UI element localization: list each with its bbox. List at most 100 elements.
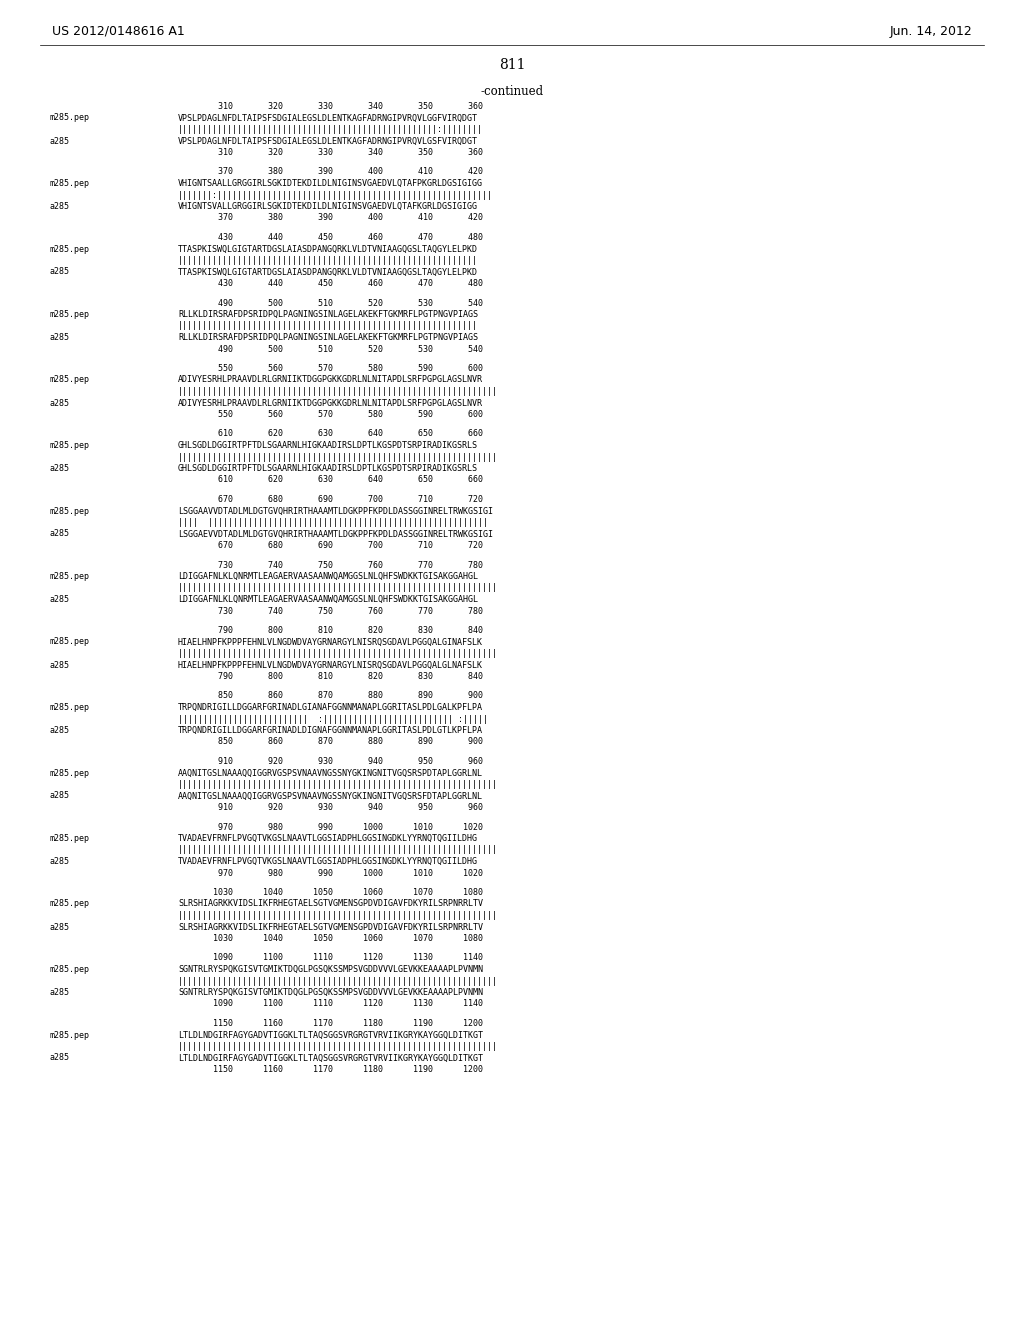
- Text: a285: a285: [50, 595, 70, 605]
- Text: LSGGAEVVDTADLMLDGTGVQHRIRTHAAAMTLDGKPPFKPDLDASSGGINRELTRWKGSIGI: LSGGAEVVDTADLMLDGTGVQHRIRTHAAAMTLDGKPPFK…: [178, 529, 493, 539]
- Text: RLLKLDIRSRAFDPSRIDPQLPAGNINGSINLAGELAKEKFTGKMRFLPGTPNGVPIAGS: RLLKLDIRSRAFDPSRIDPQLPAGNINGSINLAGELAKEK…: [178, 333, 478, 342]
- Text: ||||||||||||||||||||||||||||||||||||||||||||||||||||||||||||||||: ||||||||||||||||||||||||||||||||||||||||…: [178, 1041, 498, 1051]
- Text: a285: a285: [50, 465, 70, 473]
- Text: SGNTRLRYSPQKGISVTGMIKTDQGLPGSQKSSMPSVGDDVVVLGEVKKEAAAAPLPVNMN: SGNTRLRYSPQKGISVTGMIKTDQGLPGSQKSSMPSVGDD…: [178, 965, 483, 974]
- Text: 1090      1100      1110      1120      1130      1140: 1090 1100 1110 1120 1130 1140: [178, 953, 483, 962]
- Text: ||||||||||||||||||||||||||||||||||||||||||||||||||||:||||||||: ||||||||||||||||||||||||||||||||||||||||…: [178, 125, 483, 135]
- Text: TRPQNDRIGILLDGGARFGRINADLDIGNAFGGNNMANAPLGGRITASLPDLGTLKPFLPA: TRPQNDRIGILLDGGARFGRINADLDIGNAFGGNNMANAP…: [178, 726, 483, 735]
- Text: SLRSHIAGRKKVIDSLIKFRHEGTAELSGTVGMENSGPDVDIGAVFDKYRILSRPNRRLTV: SLRSHIAGRKKVIDSLIKFRHEGTAELSGTVGMENSGPDV…: [178, 899, 483, 908]
- Text: ||||||||||||||||||||||||||||||||||||||||||||||||||||||||||||||||: ||||||||||||||||||||||||||||||||||||||||…: [178, 387, 498, 396]
- Text: ADIVYESRHLPRAAVDLRLGRNIIKTDGGPGKKGDRLNLNITAPDLSRFPGPGLAGSLNVR: ADIVYESRHLPRAAVDLRLGRNIIKTDGGPGKKGDRLNLN…: [178, 375, 483, 384]
- Text: 970       980       990      1000      1010      1020: 970 980 990 1000 1010 1020: [178, 869, 483, 878]
- Text: 550       560       570       580       590       600: 550 560 570 580 590 600: [178, 411, 483, 418]
- Text: m285.pep: m285.pep: [50, 441, 90, 450]
- Text: a285: a285: [50, 529, 70, 539]
- Text: 850       860       870       880       890       900: 850 860 870 880 890 900: [178, 692, 483, 701]
- Text: 610       620       630       640       650       660: 610 620 630 640 650 660: [178, 429, 483, 438]
- Text: m285.pep: m285.pep: [50, 507, 90, 516]
- Text: HIAELHNPFKPPPFEHNLVLNGDWDVAYGRNARGYLNISRQSGDAVLPGGQALGINAFSLK: HIAELHNPFKPPPFEHNLVLNGDWDVAYGRNARGYLNISR…: [178, 638, 483, 647]
- Text: SGNTRLRYSPQKGISVTGMIKTDQGLPGSQKSSMPSVGDDVVVLGEVKKEAAAAPLPVNMN: SGNTRLRYSPQKGISVTGMIKTDQGLPGSQKSSMPSVGDD…: [178, 987, 483, 997]
- Text: 910       920       930       940       950       960: 910 920 930 940 950 960: [178, 803, 483, 812]
- Text: a285: a285: [50, 136, 70, 145]
- Text: a285: a285: [50, 1053, 70, 1063]
- Text: ||||  ||||||||||||||||||||||||||||||||||||||||||||||||||||||||: |||| |||||||||||||||||||||||||||||||||||…: [178, 517, 488, 527]
- Text: ADIVYESRHLPRAAVDLRLGRNIIKTDGGPGKKGDRLNLNITAPDLSRFPGPGLAGSLNVR: ADIVYESRHLPRAAVDLRLGRNIIKTDGGPGKKGDRLNLN…: [178, 399, 483, 408]
- Text: ||||||||||||||||||||||||||||||||||||||||||||||||||||||||||||||||: ||||||||||||||||||||||||||||||||||||||||…: [178, 846, 498, 854]
- Text: RLLKLDIRSRAFDPSRIDPQLPAGNINGSINLAGELAKEKFTGKMRFLPGTPNGVPIAGS: RLLKLDIRSRAFDPSRIDPQLPAGNINGSINLAGELAKEK…: [178, 310, 478, 319]
- Text: a285: a285: [50, 857, 70, 866]
- Text: SLRSHIAGRKKVIDSLIKFRHEGTAELSGTVGMENSGPDVDIGAVFDKYRILSRPNRRLTV: SLRSHIAGRKKVIDSLIKFRHEGTAELSGTVGMENSGPDV…: [178, 923, 483, 932]
- Text: GHLSGDLDGGIRTPFTDLSGAARNLHIGKAADIRSLDPTLKGSPDTSRPIRADIKGSRLS: GHLSGDLDGGIRTPFTDLSGAARNLHIGKAADIRSLDPTL…: [178, 465, 478, 473]
- Text: m285.pep: m285.pep: [50, 1031, 90, 1040]
- Text: VHIGNTSAALLGRGGIRLSGKIDTEKDILDLNIGINSVGAEDVLQTAFPKGRLDGSIGIGG: VHIGNTSAALLGRGGIRLSGKIDTEKDILDLNIGINSVGA…: [178, 180, 483, 187]
- Text: 610       620       630       640       650       660: 610 620 630 640 650 660: [178, 475, 483, 484]
- Text: m285.pep: m285.pep: [50, 965, 90, 974]
- Text: 790       800       810       820       830       840: 790 800 810 820 830 840: [178, 626, 483, 635]
- Text: 910       920       930       940       950       960: 910 920 930 940 950 960: [178, 756, 483, 766]
- Text: m285.pep: m285.pep: [50, 310, 90, 319]
- Text: 310       320       330       340       350       360: 310 320 330 340 350 360: [178, 102, 483, 111]
- Text: 730       740       750       760       770       780: 730 740 750 760 770 780: [178, 606, 483, 615]
- Text: m285.pep: m285.pep: [50, 638, 90, 647]
- Text: a285: a285: [50, 660, 70, 669]
- Text: m285.pep: m285.pep: [50, 899, 90, 908]
- Text: AAQNITGSLNAAAQQIGGRVGSPSVNAAVNGSSNYGKINGNITVGQSRSPDTAPLGGRLNL: AAQNITGSLNAAAQQIGGRVGSPSVNAAVNGSSNYGKING…: [178, 768, 483, 777]
- Text: ||||||||||||||||||||||||||||||||||||||||||||||||||||||||||||: ||||||||||||||||||||||||||||||||||||||||…: [178, 322, 478, 330]
- Text: 1090      1100      1110      1120      1130      1140: 1090 1100 1110 1120 1130 1140: [178, 999, 483, 1008]
- Text: LDIGGAFNLKLQNRMTLEAGAERVAASAANWQAMGGSLNLQHFSWDKKTGISAKGGAHGL: LDIGGAFNLKLQNRMTLEAGAERVAASAANWQAMGGSLNL…: [178, 595, 478, 605]
- Text: TRPQNDRIGILLDGGARFGRINADLGIANAFGGNNMANAPLGGRITASLPDLGALKPFLPA: TRPQNDRIGILLDGGARFGRINADLGIANAFGGNNMANAP…: [178, 704, 483, 711]
- Text: m285.pep: m285.pep: [50, 244, 90, 253]
- Text: LDIGGAFNLKLQNRMTLEAGAERVAASAANWQAMGGSLNLQHFSWDKKTGISAKGGAHGL: LDIGGAFNLKLQNRMTLEAGAERVAASAANWQAMGGSLNL…: [178, 572, 478, 581]
- Text: m285.pep: m285.pep: [50, 768, 90, 777]
- Text: m285.pep: m285.pep: [50, 704, 90, 711]
- Text: a285: a285: [50, 792, 70, 800]
- Text: 430       440       450       460       470       480: 430 440 450 460 470 480: [178, 279, 483, 288]
- Text: a285: a285: [50, 202, 70, 211]
- Text: GHLSGDLDGGIRTPFTDLSGAARNLHIGKAADIRSLDPTLKGSPDTSRPIRADIKGSRLS: GHLSGDLDGGIRTPFTDLSGAARNLHIGKAADIRSLDPTL…: [178, 441, 478, 450]
- Text: 310       320       330       340       350       360: 310 320 330 340 350 360: [178, 148, 483, 157]
- Text: TTASPKISWQLGIGTARTDGSLAIASDPANGQRKLVLDTVNIAAGQGSLTAQGYLELPKD: TTASPKISWQLGIGTARTDGSLAIASDPANGQRKLVLDTV…: [178, 268, 478, 276]
- Text: m285.pep: m285.pep: [50, 834, 90, 843]
- Text: ||||||||||||||||||||||||||||||||||||||||||||||||||||||||||||||||: ||||||||||||||||||||||||||||||||||||||||…: [178, 911, 498, 920]
- Text: -continued: -continued: [480, 84, 544, 98]
- Text: ||||||||||||||||||||||||||||||||||||||||||||||||||||||||||||||||: ||||||||||||||||||||||||||||||||||||||||…: [178, 977, 498, 986]
- Text: TVADAEVFRNFLPVGQTVKGSLNAAVTLGGSIADPHLGGSINGDKLYYRNQTQGIILDHG: TVADAEVFRNFLPVGQTVKGSLNAAVTLGGSIADPHLGGS…: [178, 834, 478, 843]
- Text: 370       380       390       400       410       420: 370 380 390 400 410 420: [178, 168, 483, 177]
- Text: Jun. 14, 2012: Jun. 14, 2012: [889, 25, 972, 38]
- Text: a285: a285: [50, 726, 70, 735]
- Text: ||||||||||||||||||||||||||||||||||||||||||||||||||||||||||||: ||||||||||||||||||||||||||||||||||||||||…: [178, 256, 478, 265]
- Text: ||||||||||||||||||||||||||||||||||||||||||||||||||||||||||||||||: ||||||||||||||||||||||||||||||||||||||||…: [178, 453, 498, 462]
- Text: 1150      1160      1170      1180      1190      1200: 1150 1160 1170 1180 1190 1200: [178, 1019, 483, 1028]
- Text: 730       740       750       760       770       780: 730 740 750 760 770 780: [178, 561, 483, 569]
- Text: 811: 811: [499, 58, 525, 73]
- Text: 790       800       810       820       830       840: 790 800 810 820 830 840: [178, 672, 483, 681]
- Text: LTLDLNDGIRFAGYGADVTIGGKLTLTAQSGGSVRGRGTVRVIIKGRYKAYGGQLDITKGT: LTLDLNDGIRFAGYGADVTIGGKLTLTAQSGGSVRGRGTV…: [178, 1053, 483, 1063]
- Text: a285: a285: [50, 923, 70, 932]
- Text: ||||||||||||||||||||||||||||||||||||||||||||||||||||||||||||||||: ||||||||||||||||||||||||||||||||||||||||…: [178, 780, 498, 789]
- Text: AAQNITGSLNAAAQQIGGRVGSPSVNAAVNGSSNYGKINGNITVGQSRSFDTAPLGGRLNL: AAQNITGSLNAAAQQIGGRVGSPSVNAAVNGSSNYGKING…: [178, 792, 483, 800]
- Text: 670       680       690       700       710       720: 670 680 690 700 710 720: [178, 495, 483, 504]
- Text: ||||||||||||||||||||||||||||||||||||||||||||||||||||||||||||||||: ||||||||||||||||||||||||||||||||||||||||…: [178, 649, 498, 657]
- Text: VPSLPDAGLNFDLTAIPSFSDGIALEGSLDLENTKAGFADRNGIPVRQVLGGFVIRQDGT: VPSLPDAGLNFDLTAIPSFSDGIALEGSLDLENTKAGFAD…: [178, 114, 478, 123]
- Text: m285.pep: m285.pep: [50, 375, 90, 384]
- Text: 1150      1160      1170      1180      1190      1200: 1150 1160 1170 1180 1190 1200: [178, 1065, 483, 1074]
- Text: VHIGNTSVALLGRGGIRLSGKIDTEKDILDLNIGINSVGAEDVLQTAFKGRLDGSIGIGG: VHIGNTSVALLGRGGIRLSGKIDTEKDILDLNIGINSVGA…: [178, 202, 478, 211]
- Text: 970       980       990      1000      1010      1020: 970 980 990 1000 1010 1020: [178, 822, 483, 832]
- Text: 850       860       870       880       890       900: 850 860 870 880 890 900: [178, 738, 483, 747]
- Text: 370       380       390       400       410       420: 370 380 390 400 410 420: [178, 214, 483, 223]
- Text: LTLDLNDGIRFAGYGADVTIGGKLTLTAQSGGSVRGRGTVRVIIKGRYKAYGGQLDITKGT: LTLDLNDGIRFAGYGADVTIGGKLTLTAQSGGSVRGRGTV…: [178, 1031, 483, 1040]
- Text: m285.pep: m285.pep: [50, 572, 90, 581]
- Text: LSGGAAVVDTADLMLDGTGVQHRIRTHAAAMTLDGKPPFKPDLDASSGGINRELTRWKGSIGI: LSGGAAVVDTADLMLDGTGVQHRIRTHAAAMTLDGKPPFK…: [178, 507, 493, 516]
- Text: m285.pep: m285.pep: [50, 114, 90, 123]
- Text: a285: a285: [50, 399, 70, 408]
- Text: m285.pep: m285.pep: [50, 180, 90, 187]
- Text: TVADAEVFRNFLPVGQTVKGSLNAAVTLGGSIADPHLGGSINGDKLYYRNQTQGIILDHG: TVADAEVFRNFLPVGQTVKGSLNAAVTLGGSIADPHLGGS…: [178, 857, 478, 866]
- Text: a285: a285: [50, 333, 70, 342]
- Text: VPSLPDAGLNFDLTAIPSFSDGIALEGSLDLENTKAGFADRNGIPVRQVLGSFVIRQDGT: VPSLPDAGLNFDLTAIPSFSDGIALEGSLDLENTKAGFAD…: [178, 136, 478, 145]
- Text: |||||||:|||||||||||||||||||||||||||||||||||||||||||||||||||||||: |||||||:||||||||||||||||||||||||||||||||…: [178, 190, 493, 199]
- Text: 490       500       510       520       530       540: 490 500 510 520 530 540: [178, 345, 483, 354]
- Text: 430       440       450       460       470       480: 430 440 450 460 470 480: [178, 234, 483, 242]
- Text: a285: a285: [50, 268, 70, 276]
- Text: 1030      1040      1050      1060      1070      1080: 1030 1040 1050 1060 1070 1080: [178, 888, 483, 898]
- Text: 550       560       570       580       590       600: 550 560 570 580 590 600: [178, 364, 483, 374]
